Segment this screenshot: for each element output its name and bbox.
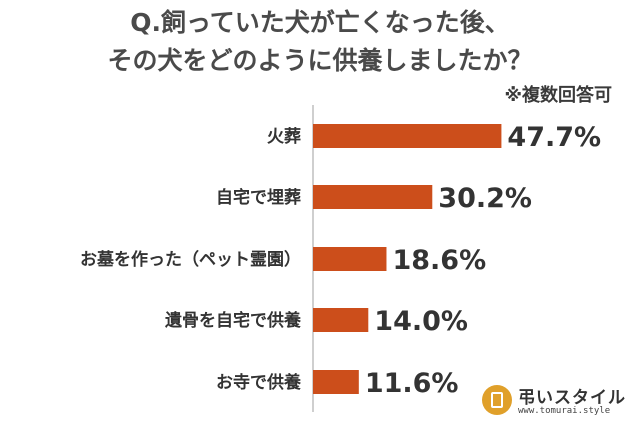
- brand-name: 弔いスタイル: [518, 388, 626, 408]
- bar: [313, 124, 502, 148]
- chart-title-line-1: Q.飼っていた犬が亡くなった後、: [130, 8, 510, 37]
- category-label: 火葬: [267, 127, 301, 147]
- bar: [313, 185, 433, 209]
- brand-footer: 弔いスタイル www.tomurai.style: [482, 382, 630, 422]
- bar: [313, 370, 359, 394]
- chart-title-line-2: その犬をどのように供養しましたか？: [107, 46, 532, 75]
- value-label: 11.6%: [365, 368, 459, 399]
- value-label: 14.0%: [374, 306, 468, 337]
- category-label: 自宅で埋葬: [216, 187, 301, 208]
- bar: [313, 247, 387, 271]
- category-label: お墓を作った（ペット霊園）: [80, 249, 301, 270]
- multiple-answer-note: ※複数回答可: [505, 84, 613, 106]
- value-label: 18.6%: [392, 245, 486, 276]
- category-label: お寺で供養: [216, 372, 301, 393]
- brand-url: www.tomurai.style: [518, 406, 611, 416]
- value-label: 47.7%: [507, 122, 601, 153]
- bar: [313, 308, 369, 332]
- value-label: 30.2%: [438, 183, 532, 214]
- category-label: 遺骨を自宅で供養: [165, 310, 301, 331]
- brand-logo-icon: [482, 385, 512, 415]
